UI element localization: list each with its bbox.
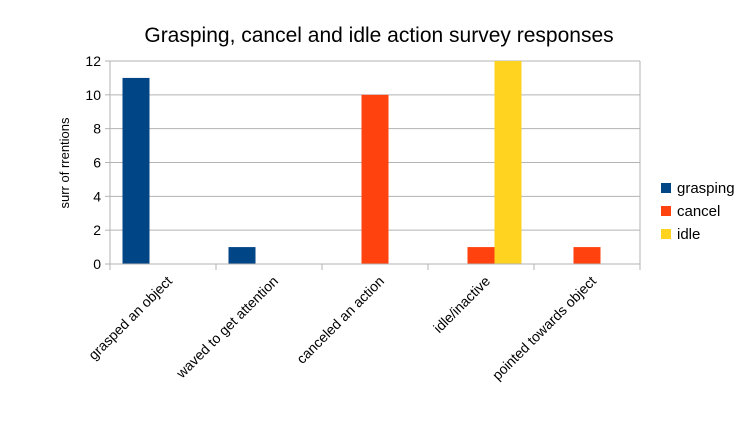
y-axis-label: surr of rrentions (57, 117, 72, 209)
y-tick-label: 0 (93, 256, 101, 272)
x-tick-label: grasped an object (85, 273, 175, 363)
legend-swatch-cancel (661, 206, 671, 216)
y-tick-label: 2 (93, 222, 101, 238)
x-tick-label: waved to get attention (172, 273, 281, 382)
bar-cancel (361, 94, 389, 264)
legend-label-cancel: cancel (677, 203, 720, 220)
bar-grasping (228, 247, 256, 264)
y-tick-label: 10 (85, 87, 101, 103)
legend-swatch-idle (661, 229, 671, 239)
x-tick-label: pointed towards object (489, 273, 599, 383)
chart-title: Grasping, cancel and idle action survey … (144, 24, 613, 47)
y-tick-label: 4 (93, 188, 101, 204)
axes (105, 60, 641, 270)
legend-label-idle: idle (677, 226, 700, 243)
bar-idle (494, 61, 522, 264)
legend-swatch-grasping (661, 183, 671, 193)
legend-label-grasping: grasping (677, 180, 735, 197)
x-tick-label: canceled an action (293, 273, 387, 367)
y-tick-label: 8 (93, 121, 101, 137)
bar-grasping (122, 77, 150, 265)
y-tick-label: 12 (85, 53, 101, 69)
bar-cancel (467, 247, 495, 264)
y-tick-labels: 0 2 4 6 8 10 12 (85, 53, 101, 272)
x-tick-label: idle/inactive (430, 273, 493, 336)
bars (122, 61, 601, 265)
y-tick-label: 6 (93, 155, 101, 171)
legend: grasping cancel idle (661, 180, 735, 243)
bar-cancel (573, 247, 601, 264)
